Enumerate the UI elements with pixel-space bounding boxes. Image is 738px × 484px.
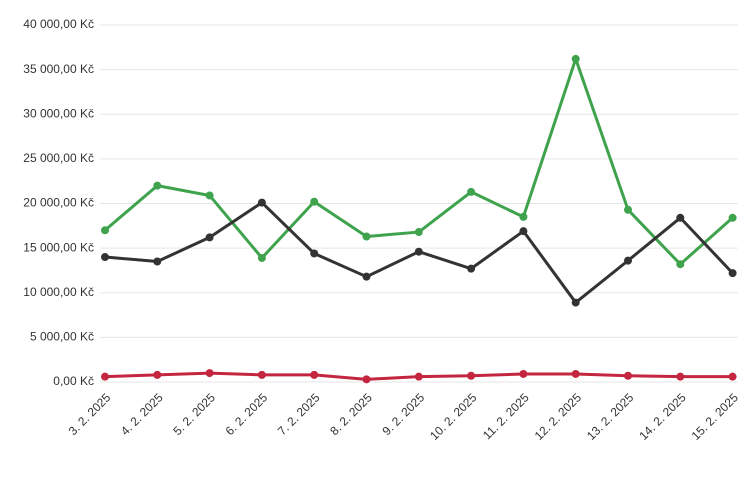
data-point: [153, 257, 162, 266]
y-tick-label: 5 000,00 Kč: [30, 330, 94, 344]
data-point: [101, 253, 109, 262]
data-point: [362, 375, 371, 384]
data-point: [571, 369, 580, 378]
y-tick-label: 20 000,00 Kč: [23, 196, 94, 210]
data-point: [257, 253, 266, 262]
x-tick-label: 7. 2. 2025: [275, 390, 323, 438]
y-tick-label: 0,00 Kč: [53, 374, 94, 388]
data-point: [728, 269, 737, 278]
data-point: [519, 212, 528, 221]
y-tick-label: 25 000,00 Kč: [23, 151, 94, 165]
data-point: [362, 232, 371, 241]
data-point: [153, 370, 162, 379]
x-tick-label: 3. 2. 2025: [66, 390, 114, 438]
x-tick-label: 12. 2. 2025: [532, 390, 585, 443]
x-tick-label: 4. 2. 2025: [118, 390, 166, 438]
data-point: [205, 191, 214, 200]
data-point: [571, 298, 580, 307]
x-tick-label: 14. 2. 2025: [636, 390, 689, 443]
data-point: [571, 54, 580, 63]
y-tick-label: 10 000,00 Kč: [23, 285, 94, 299]
x-tick-label: 15. 2. 2025: [689, 390, 738, 443]
x-tick-label: 11. 2. 2025: [480, 390, 532, 442]
data-point: [519, 227, 528, 236]
data-point: [467, 264, 476, 273]
x-tick-label: 5. 2. 2025: [170, 390, 218, 438]
data-point: [676, 260, 685, 269]
x-tick-label: 9. 2. 2025: [380, 390, 428, 438]
data-point: [414, 247, 423, 256]
y-tick-label: 30 000,00 Kč: [23, 106, 94, 120]
data-point: [728, 213, 737, 222]
data-point: [467, 371, 476, 380]
data-point: [467, 187, 476, 196]
data-point: [153, 181, 162, 190]
y-tick-label: 15 000,00 Kč: [23, 240, 94, 254]
data-point: [676, 213, 685, 222]
y-tick-label: 40 000,00 Kč: [23, 17, 94, 31]
data-point: [205, 369, 214, 378]
data-point: [676, 372, 685, 381]
data-point: [257, 370, 266, 379]
data-point: [624, 371, 632, 380]
data-point: [101, 372, 109, 381]
data-point: [624, 256, 632, 265]
x-tick-label: 6. 2. 2025: [223, 390, 271, 438]
data-point: [310, 249, 319, 258]
data-point: [205, 233, 214, 242]
data-point: [624, 205, 632, 214]
data-point: [362, 272, 371, 281]
data-point: [728, 372, 737, 381]
x-tick-label: 13. 2. 2025: [584, 390, 637, 443]
data-point: [519, 369, 528, 378]
y-tick-label: 35 000,00 Kč: [23, 62, 94, 76]
x-tick-label: 8. 2. 2025: [327, 390, 375, 438]
data-point: [414, 228, 423, 237]
data-point: [414, 372, 423, 381]
x-tick-label: 10. 2. 2025: [427, 390, 480, 443]
data-point: [257, 198, 266, 207]
data-point: [310, 197, 319, 206]
data-point: [101, 226, 109, 235]
data-point: [310, 370, 319, 379]
